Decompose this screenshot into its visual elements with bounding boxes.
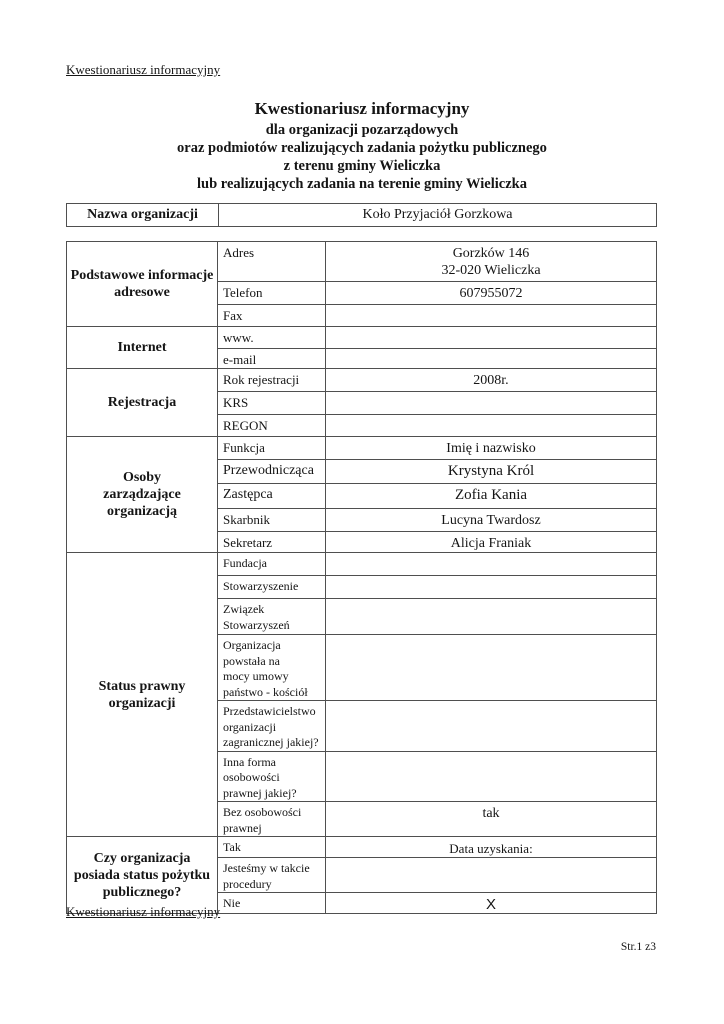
table-row: Bez osobowości prawnej tak — [67, 801, 657, 837]
table-row: e-mail — [67, 348, 657, 369]
table-row: Inna forma osobowości prawnej jakiej? — [67, 750, 657, 802]
field-label-cell: Funkcja — [217, 436, 326, 460]
page-number: Str.1 z3 — [620, 941, 656, 953]
field-value-cell: Data uzyskania: — [325, 836, 657, 858]
table-row: Organizacja powstała na mocy umowy państ… — [67, 634, 657, 701]
field-value-cell: Alicja Franiak — [325, 531, 657, 553]
field-value-cell: Krystyna Król — [325, 459, 657, 484]
table-row: Status prawny organizacji Fundacja — [66, 552, 657, 837]
group-cell: Podstawowe informacje adresowe — [66, 241, 218, 327]
field-value-cell: tak — [325, 801, 657, 837]
field-value-cell: Zofia Kania — [325, 483, 657, 509]
name-label-cell: Nazwa organizacji — [66, 203, 219, 227]
table-row: Nazwa organizacji Koło Przyjaciół Gorzko… — [66, 203, 657, 227]
table-row: KRS — [67, 391, 657, 415]
title-line-4: z terenu gminy Wieliczka — [283, 158, 441, 174]
name-value-cell: Koło Przyjaciół Gorzkowa — [218, 203, 657, 227]
field-label-cell: Inna forma osobowości prawnej jakiej? — [217, 750, 326, 802]
field-value-cell — [325, 575, 657, 599]
table-row: REGON — [67, 414, 657, 437]
field-label-cell: KRS — [217, 391, 326, 415]
table-row: Zastępca Zofia Kania — [67, 483, 657, 509]
table-row: Czy organizacja posiada status pożytku p… — [66, 836, 657, 914]
title-line-3: oraz podmiotów realizujących zadania poż… — [177, 140, 547, 156]
field-label-cell: Przewodnicząca — [217, 459, 326, 484]
group-cell: Czy organizacja posiada status pożytku p… — [66, 836, 218, 914]
field-label-cell: Związek Stowarzyszeń — [217, 598, 326, 635]
organization-name-table: Nazwa organizacji Koło Przyjaciół Gorzko… — [66, 203, 657, 227]
title-line-2: dla organizacji pozarządowych — [265, 122, 459, 138]
group-cell: Rejestracja — [66, 368, 218, 437]
field-label-cell: Telefon — [217, 281, 326, 305]
field-label-cell: Fundacja — [217, 552, 326, 576]
field-label-cell: Nie — [217, 892, 326, 914]
field-value-cell: 2008r. — [325, 368, 657, 392]
field-value-cell: Gorzków 146 32-020 Wieliczka — [325, 241, 657, 282]
field-label-cell: Bez osobowości prawnej — [217, 801, 326, 837]
field-value-cell — [325, 598, 657, 635]
table-row: Przewodnicząca Krystyna Król — [67, 459, 657, 484]
field-label-cell: Przedstawicielstwo organizacji zagranicz… — [217, 700, 326, 752]
field-label-cell: Rok rejestracji — [217, 368, 326, 392]
field-value-cell — [325, 326, 657, 349]
field-value-cell — [325, 634, 657, 701]
field-label-cell: Sekretarz — [217, 531, 326, 553]
field-label-cell: REGON — [217, 414, 326, 437]
table-row: Związek Stowarzyszeń — [67, 598, 657, 635]
field-label-cell: Adres — [217, 241, 326, 282]
field-value-cell — [325, 348, 657, 369]
field-label-cell: Tak — [217, 836, 326, 858]
field-label-cell: www. — [217, 326, 326, 349]
field-value-cell — [325, 700, 657, 752]
field-label-cell: Zastępca — [217, 483, 326, 509]
field-value-cell — [325, 552, 657, 576]
field-value-cell: Imię i nazwisko — [325, 436, 657, 460]
title-line-1: Kwestionariusz informacyjny — [254, 99, 470, 118]
table-row: Skarbnik Lucyna Twardosz — [67, 508, 657, 532]
group-cell: Status prawny organizacji — [66, 552, 218, 837]
field-value-cell — [325, 391, 657, 415]
field-label-cell: Jesteśmy w takcie procedury — [217, 857, 326, 893]
table-row: Internet www. — [66, 326, 657, 369]
field-value-cell: X — [325, 892, 657, 914]
field-value-cell: 607955072 — [325, 281, 657, 305]
document-title: Kwestionariusz informacyjny dla organiza… — [0, 97, 724, 193]
field-label-cell: Skarbnik — [217, 508, 326, 532]
table-row: Przedstawicielstwo organizacji zagranicz… — [67, 700, 657, 752]
table-row: Rejestracja Rok rejestracji 2008r. — [66, 368, 657, 437]
field-value-cell — [325, 304, 657, 327]
table-row: Osoby zarządzające organizacją Funkcja I… — [66, 436, 657, 553]
table-row: Nie X — [67, 892, 657, 914]
field-value-cell — [325, 857, 657, 893]
group-cell: Osoby zarządzające organizacją — [66, 436, 218, 553]
group-cell: Internet — [66, 326, 218, 369]
field-value-cell — [325, 414, 657, 437]
table-row: Podstawowe informacje adresowe Adres Gor… — [66, 241, 657, 327]
field-value-cell — [325, 750, 657, 802]
field-label-cell: Organizacja powstała na mocy umowy państ… — [217, 634, 326, 701]
field-value-cell: Lucyna Twardosz — [325, 508, 657, 532]
table-row: Telefon 607955072 — [67, 281, 657, 305]
field-label-cell: Fax — [217, 304, 326, 327]
field-label-cell: Stowarzyszenie — [217, 575, 326, 599]
field-label-cell: e-mail — [217, 348, 326, 369]
title-line-5: lub realizujących zadania na terenie gmi… — [196, 176, 527, 192]
header-link[interactable]: Kwestionariusz informacyjny — [66, 62, 221, 77]
footer-link[interactable]: Kwestionariusz informacyjny — [66, 904, 221, 919]
organization-details-table: Podstawowe informacje adresowe Adres Gor… — [66, 241, 657, 914]
